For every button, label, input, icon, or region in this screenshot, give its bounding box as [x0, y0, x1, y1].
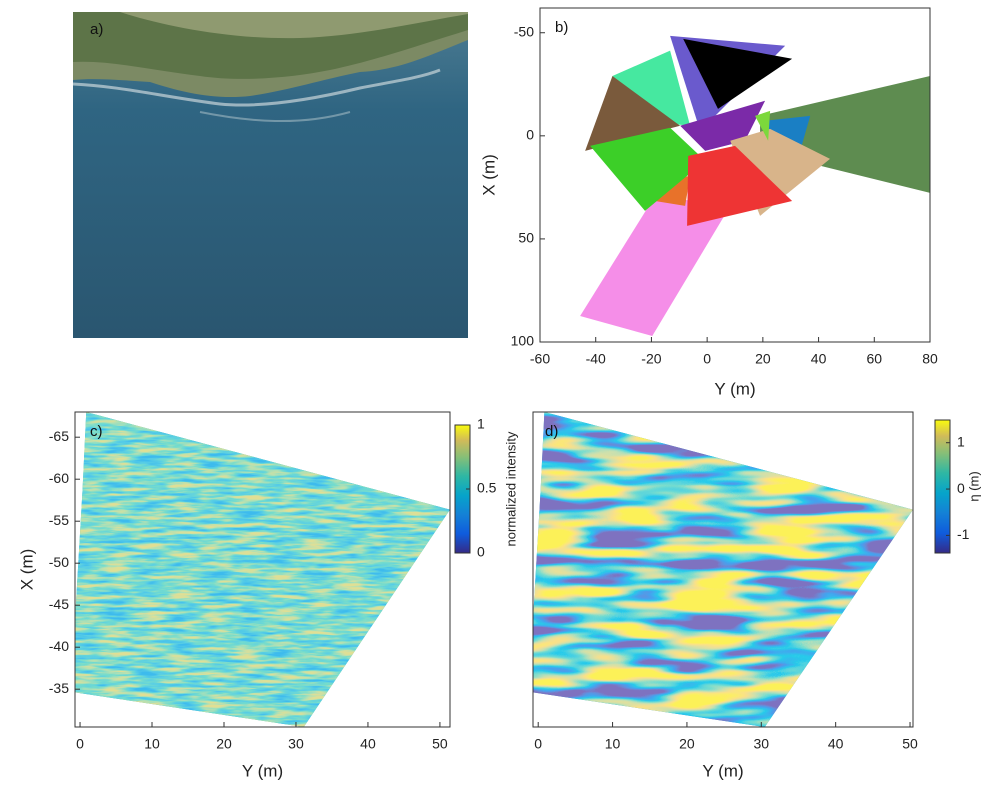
footprint [760, 76, 930, 193]
heatmap-texture [533, 412, 913, 727]
footprint [580, 195, 731, 337]
photo [72, 12, 468, 338]
x-tick-label: -40 [586, 351, 606, 367]
heatmap-texture [75, 412, 450, 727]
y-tick-label: -50 [49, 554, 69, 570]
colorbar-tick-label: 1 [477, 416, 485, 432]
colorbar-tick-label: 1 [957, 433, 965, 449]
footprint [687, 145, 793, 226]
axes-frame [532, 411, 914, 728]
y-tick-label: 50 [518, 230, 534, 246]
y-tick-label: 100 [511, 333, 535, 349]
y-tick-label: -40 [49, 638, 69, 654]
footprint [590, 127, 706, 211]
axes-frame [539, 7, 931, 343]
axes-frame [74, 411, 451, 728]
x-tick-label: 10 [144, 736, 160, 752]
x-tick-label: 30 [754, 736, 770, 752]
x-tick-label: 60 [866, 351, 882, 367]
panel-label: c) [90, 423, 103, 440]
x-tick-label: -20 [641, 351, 661, 367]
colorbar-tick-label: 0 [957, 480, 965, 496]
y-tick-label: -65 [49, 428, 69, 444]
colorbar-tick-label: 0.5 [477, 480, 497, 496]
y-tick-label: -45 [49, 596, 69, 612]
x-tick-label: 80 [922, 351, 938, 367]
x-tick-label: 10 [605, 736, 621, 752]
y-tick-label: -55 [49, 512, 69, 528]
colorbar-tick-label: -1 [957, 526, 970, 542]
footprint [585, 76, 681, 151]
x-tick-label: -60 [530, 351, 550, 367]
panel-label: d) [545, 423, 558, 440]
y-tick-label: -60 [49, 470, 69, 486]
y-tick-label: -35 [49, 680, 69, 696]
x-axis-label: Y (m) [242, 761, 283, 780]
x-tick-label: 30 [288, 736, 304, 752]
x-tick-label: 50 [902, 736, 918, 752]
colorbar-label: normalized intensity [503, 431, 518, 546]
x-tick-label: 20 [755, 351, 771, 367]
colorbar-label: η (m) [966, 471, 981, 501]
x-tick-label: 40 [828, 736, 844, 752]
x-tick-label: 40 [360, 736, 376, 752]
panel-label: b) [555, 19, 568, 36]
x-axis-label: Y (m) [714, 379, 755, 398]
footprint [755, 110, 771, 141]
x-tick-label: 0 [76, 736, 84, 752]
y-tick-label: 0 [526, 127, 534, 143]
y-axis-label: X (m) [17, 549, 36, 591]
x-tick-label: 20 [679, 736, 695, 752]
x-tick-label: 0 [534, 736, 542, 752]
x-tick-label: 40 [811, 351, 827, 367]
colorbar-tick-label: 0 [477, 544, 485, 560]
colorbar [934, 419, 951, 554]
footprint [683, 38, 793, 109]
y-axis-label: X (m) [479, 154, 498, 196]
x-tick-label: 20 [216, 736, 232, 752]
x-tick-label: 0 [703, 351, 711, 367]
panel-label: a) [90, 21, 103, 38]
x-axis-label: Y (m) [702, 761, 743, 780]
y-tick-label: -50 [514, 23, 534, 39]
x-tick-label: 50 [432, 736, 448, 752]
